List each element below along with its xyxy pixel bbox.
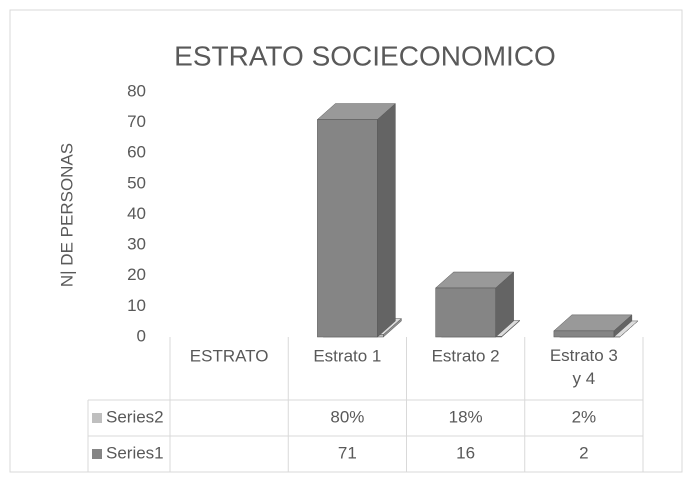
y-tick-label: 40 (127, 204, 146, 223)
y-tick-label: 30 (127, 235, 146, 254)
table-cell: 18% (449, 407, 483, 426)
table-cell: 71 (338, 443, 357, 462)
legend-label: Series2 (106, 407, 164, 426)
bar (436, 288, 496, 337)
x-tick-label: ESTRATO (190, 346, 269, 365)
y-axis-label: N| DE PERSONAS (57, 143, 76, 287)
x-tick-label: Estrato 1 (313, 346, 381, 365)
chart-title: ESTRATO SOCIECONOMICO (174, 40, 556, 71)
legend-key (92, 413, 102, 423)
bar (317, 120, 377, 337)
y-tick-label: 70 (127, 112, 146, 131)
y-tick-label: 60 (127, 143, 146, 162)
y-tick-label: 50 (127, 173, 146, 192)
table-cell: 2% (572, 407, 597, 426)
legend-label: Series1 (106, 443, 164, 462)
y-tick-label: 20 (127, 265, 146, 284)
y-tick-label: 10 (127, 296, 146, 315)
legend-key (92, 449, 102, 459)
y-tick-label: 80 (127, 81, 146, 100)
table-cell: 80% (330, 407, 364, 426)
y-tick-label: 0 (137, 326, 146, 345)
bar-side (377, 104, 395, 337)
x-tick-label: Estrato 2 (432, 346, 500, 365)
table-cell: 16 (456, 443, 475, 462)
table-cell: 2 (579, 443, 588, 462)
bar (554, 331, 614, 337)
